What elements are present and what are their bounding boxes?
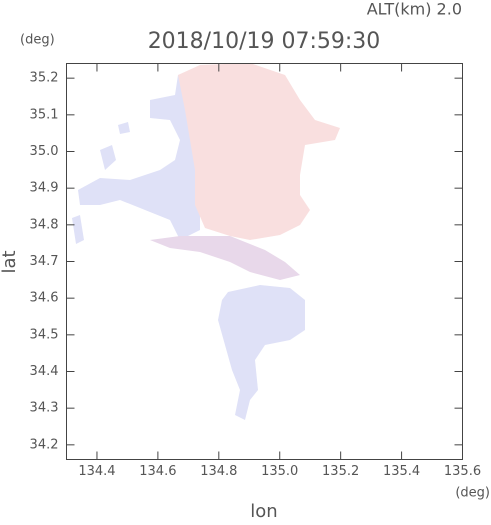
x-tick-label: 135.4 bbox=[383, 464, 420, 479]
echo-region-blue bbox=[218, 285, 305, 420]
y-tick-label: 35.0 bbox=[30, 144, 59, 159]
x-axis-label: lon bbox=[250, 501, 277, 521]
y-tick-label: 34.2 bbox=[30, 437, 59, 452]
y-tick-label: 35.2 bbox=[30, 71, 59, 86]
x-tick-label: 135.0 bbox=[261, 464, 298, 479]
y-axis-label: lat bbox=[0, 250, 20, 273]
echo-region-blue bbox=[72, 122, 130, 244]
y-unit: (deg) bbox=[20, 33, 55, 48]
echo-region-pink bbox=[178, 63, 340, 240]
y-tick-label: 34.5 bbox=[30, 327, 59, 342]
y-tick-label: 34.4 bbox=[30, 364, 59, 379]
y-tick-label: 34.7 bbox=[30, 254, 59, 269]
x-unit: (deg) bbox=[455, 486, 490, 501]
y-tick-label: 34.3 bbox=[30, 401, 59, 416]
chart-title: 2018/10/19 07:59:30 bbox=[148, 29, 381, 54]
y-tick-label: 34.8 bbox=[30, 217, 59, 232]
x-tick-label: 134.4 bbox=[78, 464, 115, 479]
x-tick-label: 134.6 bbox=[139, 464, 176, 479]
x-tick-label: 134.8 bbox=[200, 464, 237, 479]
echo-region-mixed bbox=[150, 236, 300, 280]
y-tick-label: 34.9 bbox=[30, 181, 59, 196]
echo-region-blue bbox=[78, 68, 200, 240]
x-tick-label: 135.6 bbox=[444, 464, 481, 479]
subtitle: ALT(km) 2.0 bbox=[367, 0, 462, 19]
x-tick-label: 135.2 bbox=[322, 464, 359, 479]
y-tick-label: 35.1 bbox=[30, 107, 59, 122]
radar-field bbox=[72, 63, 340, 420]
y-tick-label: 34.6 bbox=[30, 291, 59, 306]
